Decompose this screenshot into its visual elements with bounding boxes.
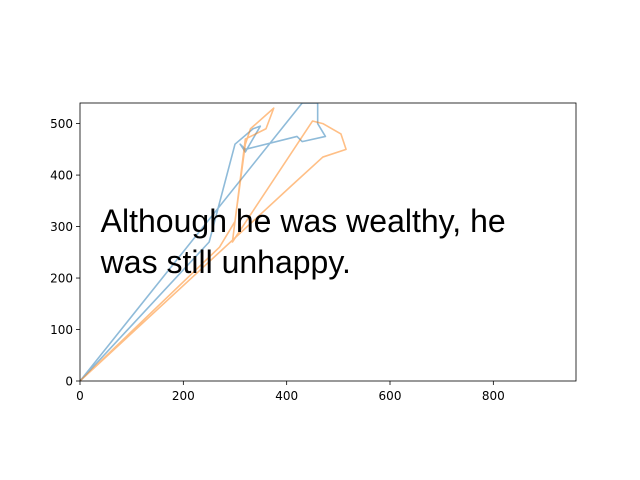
x-tick-label: 400: [275, 389, 298, 403]
x-tick-label: 600: [379, 389, 402, 403]
y-tick-label: 0: [65, 375, 73, 389]
x-tick-label: 200: [172, 389, 195, 403]
axes-frame: [79, 102, 577, 382]
y-tick-label: 400: [50, 169, 73, 183]
annotation-layer: Although he was wealthy, he was still unh…: [100, 203, 506, 280]
y-tick-label: 200: [50, 272, 73, 286]
y-tick-label: 300: [50, 220, 73, 234]
x-tick-label: 800: [482, 389, 505, 403]
series-layer: [80, 103, 347, 381]
y-tick-label: 100: [50, 323, 73, 337]
series-line-1: [80, 103, 327, 381]
y-axis: 0 100 200 300 400 500: [50, 117, 80, 389]
series-line-2: [80, 107, 347, 381]
x-tick-label: 0: [76, 389, 84, 403]
annotation-line-1: Although he was wealthy, he: [101, 203, 506, 239]
annotation-text: Although he was wealthy, he was still unh…: [100, 203, 506, 280]
annotation-line-2: was still unhappy.: [100, 244, 351, 280]
y-tick-label: 500: [50, 117, 73, 131]
x-axis: 0 200 400 600 800: [76, 381, 505, 403]
